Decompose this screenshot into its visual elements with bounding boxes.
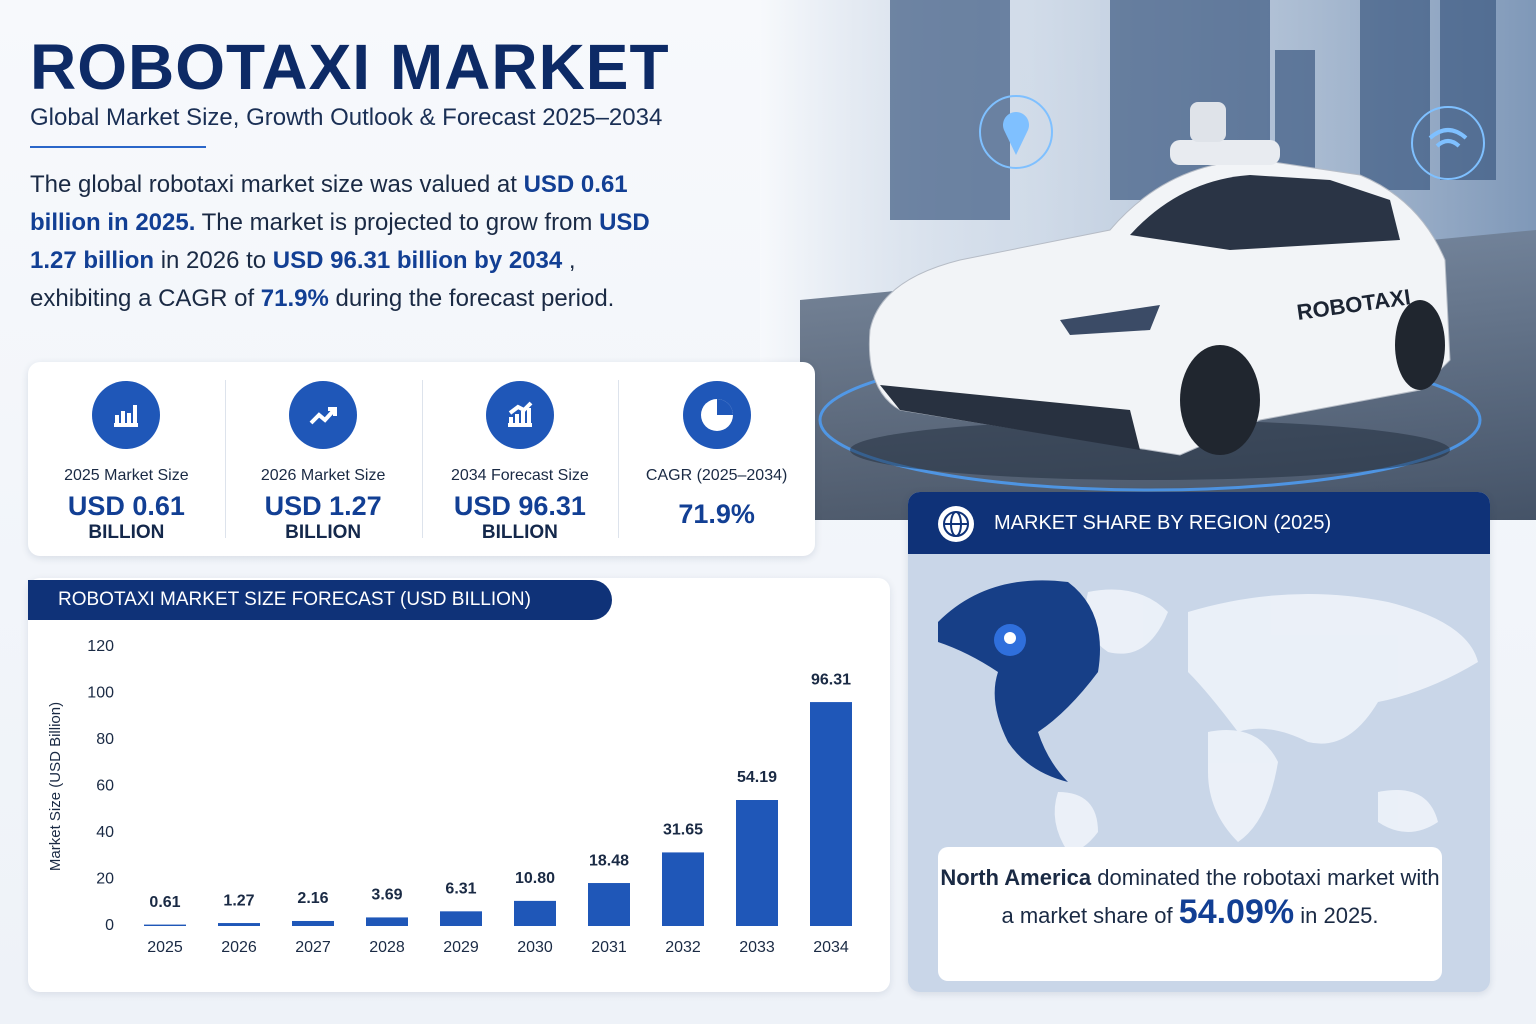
bar: [810, 702, 852, 926]
x-tick-label: 2029: [443, 939, 479, 956]
title: ROBOTAXI MARKET: [30, 31, 670, 103]
icon-circle: [289, 381, 358, 449]
bar: [144, 924, 186, 926]
value-label: 31.65: [663, 822, 703, 839]
chart-title: ROBOTAXI MARKET SIZE FORECAST (USD BILLI…: [28, 580, 612, 620]
stat-value: USD 96.31: [453, 491, 586, 521]
stat-icon: [682, 381, 751, 449]
icon-glyph: [309, 407, 338, 425]
stat: 2025 Market Size USD 0.61 BILLION: [28, 362, 225, 556]
bar: [218, 923, 260, 926]
y-tick-label: 40: [96, 824, 114, 841]
intro-emphasis: USD 96.31 billion by 2034: [272, 247, 563, 274]
y-tick-label: 100: [87, 685, 114, 702]
intro-emphasis: USD 0.61 billion in 2025.: [30, 171, 628, 236]
stat: CAGR (2025–2034) 71.9%: [618, 362, 815, 556]
value-label: 6.31: [445, 881, 476, 898]
stat-unit: BILLION: [88, 522, 165, 543]
subtitle: Global Market Size, Growth Outlook & For…: [30, 104, 663, 131]
bar: [736, 800, 778, 926]
value-label: 3.69: [371, 887, 402, 904]
icon-glyph: [114, 405, 139, 427]
x-tick-label: 2027: [295, 939, 331, 956]
x-tick-label: 2032: [665, 939, 701, 956]
value-label: 10.80: [515, 870, 555, 887]
bar: [662, 852, 704, 926]
value-label: 96.31: [811, 671, 851, 688]
intro-text: in 2026 to: [160, 247, 267, 274]
region-normal: dominated the robotaxi market with a mar…: [1001, 865, 1440, 928]
intro-emphasis: USD 1.27 billion: [30, 209, 650, 274]
x-tick-label: 2028: [369, 939, 405, 956]
stat-unit: BILLION: [285, 522, 362, 543]
region-callout: North America dominated the robotaxi mar…: [938, 847, 1442, 981]
y-tick-label: 120: [87, 638, 114, 655]
value-label: 18.48: [589, 852, 629, 869]
value-label: 2.16: [297, 890, 328, 907]
y-tick-label: 20: [96, 871, 114, 888]
stat-label: 2034 Forecast Size: [450, 467, 589, 484]
stats-card: 2025 Market Size USD 0.61 BILLION 2026 Mark…: [28, 362, 815, 556]
region-bold: North America: [940, 865, 1092, 890]
y-tick-label: 0: [105, 917, 114, 934]
stat-unit: BILLION: [481, 522, 558, 543]
stat-value: USD 1.27: [264, 491, 382, 521]
icon-glyph: [716, 399, 733, 415]
intro-text: The global robotaxi market size was valu…: [30, 171, 517, 198]
globe-icon: [938, 506, 974, 542]
value-label: 0.61: [149, 894, 180, 911]
stat-label: 2026 Market Size: [260, 467, 386, 484]
icon-circle: [92, 381, 161, 449]
stat-value: 71.9%: [678, 499, 755, 529]
intro-text: , exhibiting a CAGR of: [30, 247, 576, 312]
stat-icon: [485, 381, 554, 449]
x-tick-label: 2026: [221, 939, 257, 956]
bar: [366, 917, 408, 926]
stat-label: CAGR (2025–2034): [645, 467, 788, 484]
bar: [514, 900, 556, 926]
bar-chart: Market Size (USD Billion) 0 20 40 60 80 100 120…: [47, 638, 852, 956]
stat-value: USD 0.61: [67, 491, 185, 521]
location-pin: [1003, 111, 1029, 155]
icon-glyph: [507, 401, 533, 427]
region-big: 54.09%: [1178, 893, 1295, 931]
stat-icon: [289, 381, 358, 449]
intro-emphasis: 71.9%: [260, 285, 329, 312]
region-normal: in 2025.: [1300, 903, 1379, 928]
icon-circle: [485, 381, 554, 449]
region-title: MARKET SHARE BY REGION (2025): [908, 492, 1490, 554]
value-label: 54.19: [737, 769, 777, 786]
x-tick-label: 2031: [591, 939, 627, 956]
intro-text: The market is projected to grow from: [201, 209, 593, 236]
region-panel: MARKET SHARE BY REGION (2025) North Amer…: [908, 492, 1490, 992]
bar: [588, 883, 630, 926]
y-tick-label: 80: [96, 731, 114, 748]
wifi-icon: [1411, 106, 1485, 180]
stat: 2026 Market Size USD 1.27 BILLION: [224, 362, 422, 556]
location-icon: [979, 95, 1053, 169]
car-illustration: ROBOTAXI: [850, 102, 1451, 480]
stat-label: 2025 Market Size: [64, 467, 189, 484]
x-tick-label: 2030: [517, 939, 553, 956]
intro-text: during the forecast period.: [335, 285, 615, 312]
world-map: [938, 580, 1478, 852]
x-tick-label: 2025: [147, 939, 183, 956]
stat-icon: [92, 381, 161, 449]
wifi-glyph: [1428, 128, 1468, 148]
y-axis-label: Market Size (USD Billion): [47, 702, 64, 871]
intro-paragraph: The global robotaxi market size was valu…: [30, 166, 680, 318]
x-tick-label: 2034: [813, 939, 849, 956]
value-label: 1.27: [223, 892, 254, 909]
bar: [292, 920, 334, 926]
divider: [30, 146, 206, 148]
x-tick-label: 2033: [739, 939, 775, 956]
y-tick-label: 60: [96, 778, 114, 795]
stat: 2034 Forecast Size USD 96.31 BILLION: [421, 362, 619, 556]
bar: [440, 911, 482, 926]
